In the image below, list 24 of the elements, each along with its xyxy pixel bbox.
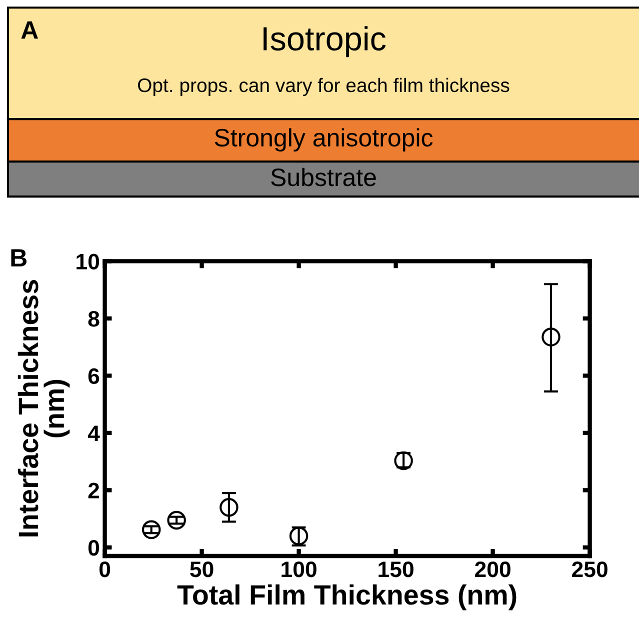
y-tick-label: 0 [88, 540, 100, 556]
x-axis-title: Total Film Thickness (nm) [177, 584, 516, 610]
text: A [21, 21, 38, 39]
text: Strongly anisotropic [214, 128, 433, 152]
point [142, 520, 161, 540]
y-tick-label: 4 [88, 426, 100, 441]
y-tick-label: 6 [88, 368, 100, 384]
x-tick-label: 250 [572, 561, 608, 578]
y-tick-label: 10 [76, 254, 100, 270]
y-axis-title: Interface Thickness (nm) [18, 280, 70, 536]
text: Isotropic [264, 26, 386, 58]
x-tick-label: 50 [190, 561, 214, 578]
y-tick-label: 8 [88, 310, 100, 327]
x-tick-label: 100 [282, 561, 316, 578]
text: Opt. props. can vary for each film thickness [138, 78, 510, 96]
text: Substrate [271, 168, 376, 186]
x-tick-label: 200 [475, 561, 510, 578]
y-tick-label: 2 [88, 482, 100, 498]
x-tick-label: 150 [378, 561, 414, 578]
x-tick-label: 0 [99, 561, 110, 578]
point [220, 498, 238, 517]
point [542, 328, 560, 346]
text: B [11, 249, 27, 266]
point [167, 510, 186, 530]
